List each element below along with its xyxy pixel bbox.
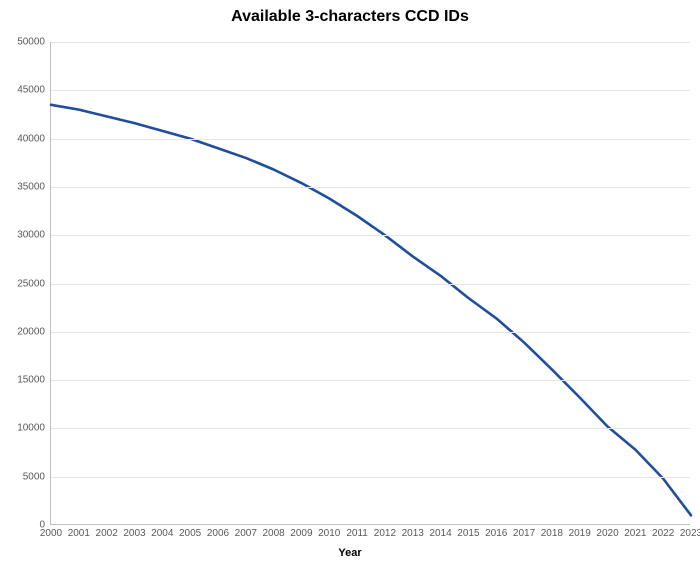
y-tick-label: 20000 — [17, 326, 51, 337]
y-tick-label: 15000 — [17, 375, 51, 386]
x-tick-label: 2016 — [485, 524, 507, 539]
x-tick-label: 2017 — [513, 524, 535, 539]
grid-line — [51, 235, 690, 236]
x-axis-title: Year — [0, 547, 700, 559]
x-tick-label: 2004 — [151, 524, 173, 539]
x-tick-label: 2012 — [374, 524, 396, 539]
x-tick-label: 2007 — [235, 524, 257, 539]
x-tick-label: 2023 — [680, 524, 700, 539]
x-tick-label: 2014 — [429, 524, 451, 539]
grid-line — [51, 428, 690, 429]
grid-line — [51, 380, 690, 381]
x-tick-label: 2013 — [402, 524, 424, 539]
grid-line — [51, 42, 690, 43]
y-tick-label: 45000 — [17, 85, 51, 96]
x-tick-label: 2022 — [652, 524, 674, 539]
series-line — [51, 105, 691, 516]
x-tick-label: 2010 — [318, 524, 340, 539]
grid-line — [51, 332, 690, 333]
x-tick-label: 2001 — [68, 524, 90, 539]
y-tick-label: 50000 — [17, 37, 51, 48]
x-tick-label: 2000 — [40, 524, 62, 539]
y-tick-label: 40000 — [17, 133, 51, 144]
chart-title: Available 3-characters CCD IDs — [0, 8, 700, 26]
x-tick-label: 2008 — [262, 524, 284, 539]
y-tick-label: 10000 — [17, 423, 51, 434]
x-tick-label: 2006 — [207, 524, 229, 539]
x-tick-label: 2011 — [346, 524, 368, 539]
x-tick-label: 2015 — [457, 524, 479, 539]
x-tick-label: 2019 — [569, 524, 591, 539]
grid-line — [51, 284, 690, 285]
grid-line — [51, 90, 690, 91]
y-tick-label: 30000 — [17, 230, 51, 241]
x-tick-label: 2005 — [179, 524, 201, 539]
grid-line — [51, 139, 690, 140]
plot-area: 0500010000150002000025000300003500040000… — [50, 42, 690, 525]
x-tick-label: 2020 — [596, 524, 618, 539]
x-tick-label: 2021 — [624, 524, 646, 539]
line-chart: Available 3-characters CCD IDs 050001000… — [0, 0, 700, 569]
grid-line — [51, 187, 690, 188]
x-tick-label: 2009 — [290, 524, 312, 539]
y-tick-label: 35000 — [17, 181, 51, 192]
x-tick-label: 2018 — [541, 524, 563, 539]
grid-line — [51, 477, 690, 478]
x-tick-label: 2002 — [96, 524, 118, 539]
y-tick-label: 25000 — [17, 278, 51, 289]
y-tick-label: 5000 — [23, 471, 51, 482]
x-tick-label: 2003 — [123, 524, 145, 539]
